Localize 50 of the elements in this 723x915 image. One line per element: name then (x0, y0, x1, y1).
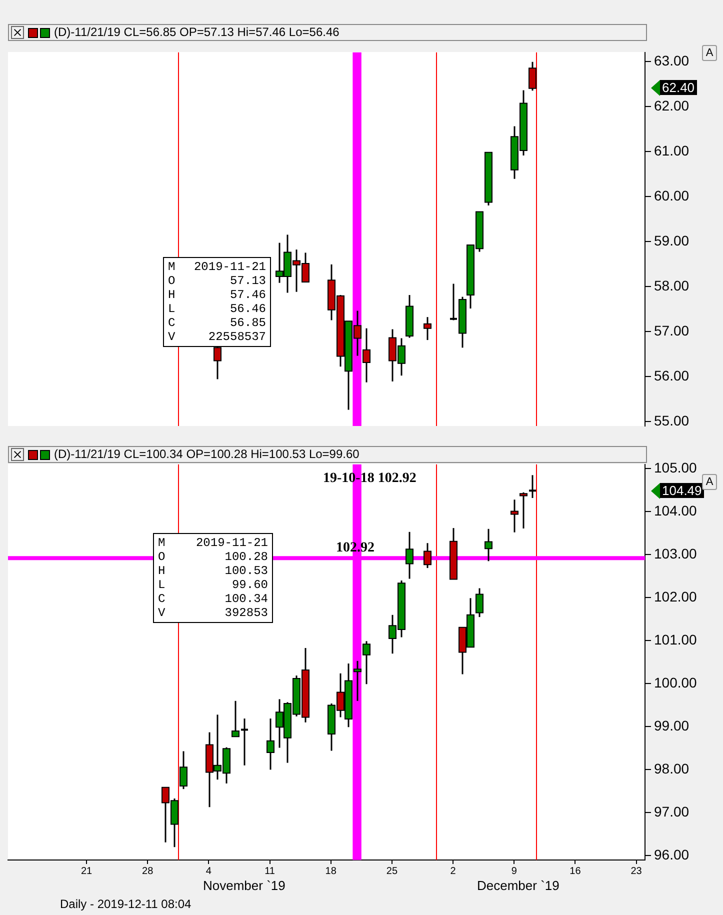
text: M 2019-11-21 (158, 536, 268, 550)
y-tick-label: 60.00 (654, 187, 690, 204)
y-tick-label: 58.00 (654, 277, 690, 294)
text: A (702, 45, 717, 61)
text: O 100.28 (158, 550, 268, 564)
x-tick-label: 25 (386, 866, 398, 877)
y-tick-label: 61.00 (654, 142, 690, 158)
y-tick-label: 105.00 (654, 460, 698, 476)
text: L 99.60 (158, 578, 268, 592)
x-tick-label: 23 (630, 866, 642, 877)
y-tick-label: 103.00 (654, 546, 698, 562)
x-tick-label: 28 (142, 866, 154, 877)
x-tick-label: 18 (325, 866, 337, 877)
text: November `19 (203, 878, 286, 893)
x-tick-label: 2 (450, 866, 456, 877)
text: M 2019-11-21 (168, 260, 266, 274)
y-tick-label: 99.00 (654, 718, 690, 734)
text: L 56.46 (168, 302, 266, 316)
y-tick-label: 59.00 (654, 232, 690, 248)
x-tick-label: 11 (264, 866, 276, 877)
text: V 22558537 (168, 330, 266, 344)
y-tick-label: 55.00 (654, 412, 690, 428)
text: H 100.53 (158, 564, 268, 578)
text: O 57.13 (168, 274, 266, 288)
text: December `19 (477, 878, 560, 893)
x-tick-label: 4 (206, 866, 212, 877)
y-tick-label: 104.00 (654, 502, 698, 519)
text: C 100.34 (158, 592, 268, 606)
y-tick-label: 56.00 (654, 367, 690, 384)
y-tick-label: 101.00 (654, 632, 698, 648)
y-tick-label: 63.00 (654, 52, 690, 68)
y-tick-label: 97.00 (654, 804, 690, 820)
text: Daily - 2019-12-11 08:04 (60, 897, 192, 911)
x-tick-label: 21 (80, 866, 93, 877)
y-tick-label: 102.00 (654, 588, 698, 605)
text: 62.40 (660, 80, 697, 96)
y-tick-label: 57.00 (654, 322, 690, 338)
x-tick-label: 9 (511, 866, 518, 877)
text: A (702, 474, 717, 490)
text: 104.49 (660, 482, 704, 498)
text: C 56.85 (168, 316, 266, 330)
y-tick-label: 96.00 (654, 846, 690, 863)
x-tick-label: 16 (570, 866, 582, 877)
y-tick-label: 100.00 (654, 674, 698, 691)
chart-title: (D)-11/21/19 CL=100.34 OP=100.28 Hi=100.53 Lo=99.60 (54, 447, 360, 462)
text: V 392853 (158, 606, 268, 620)
text: H 57.46 (168, 288, 266, 302)
y-tick-label: 62.00 (654, 97, 690, 114)
chart-title: (D)-11/21/19 CL=56.85 OP=57.13 Hi=57.46 Lo=56.46 (54, 25, 340, 40)
y-tick-label: 98.00 (654, 760, 690, 777)
